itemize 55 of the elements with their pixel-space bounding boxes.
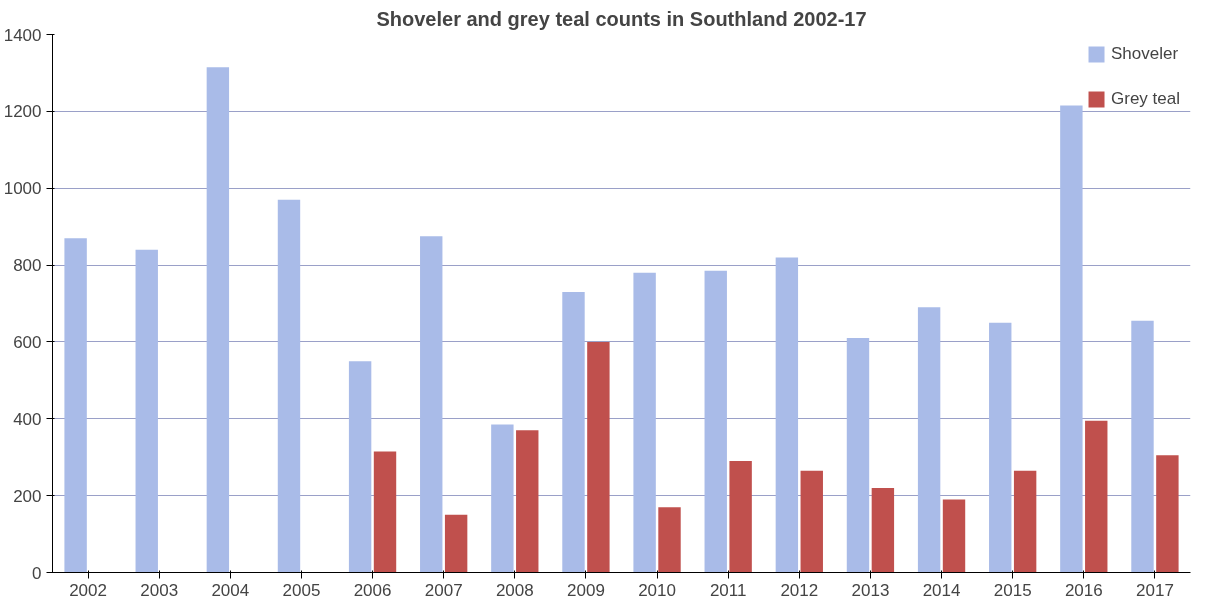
x-tick-label: 2009 xyxy=(567,580,605,600)
bar xyxy=(917,307,941,573)
bar xyxy=(1131,320,1154,573)
x-tick-label: 2010 xyxy=(638,580,676,600)
x-tick-label: 2007 xyxy=(424,580,463,600)
x-tick-label: 2017 xyxy=(1136,580,1174,600)
bar xyxy=(420,236,443,573)
bar xyxy=(373,451,397,573)
bar xyxy=(277,199,301,573)
bar xyxy=(729,461,752,573)
x-tick-label: 2015 xyxy=(993,580,1032,600)
bar xyxy=(135,249,158,573)
bar xyxy=(942,499,966,573)
bar xyxy=(64,238,87,573)
bar xyxy=(1060,105,1083,573)
y-tick-label: 1000 xyxy=(3,179,42,199)
bar xyxy=(800,470,823,573)
chart-title: Shoveler and grey teal counts in Southland 2002-17 xyxy=(376,7,867,30)
bar xyxy=(348,361,372,573)
bar xyxy=(491,424,514,573)
bar xyxy=(1013,470,1037,573)
bar xyxy=(704,270,727,573)
bar xyxy=(562,291,585,573)
x-tick-label: 2005 xyxy=(282,580,321,600)
bar xyxy=(846,338,870,573)
x-tick-label: 2014 xyxy=(922,580,961,600)
y-tick-label: 0 xyxy=(32,563,42,583)
x-tick-label: 2012 xyxy=(780,580,819,600)
y-tick-label: 200 xyxy=(13,486,42,506)
bar xyxy=(871,487,895,573)
bar xyxy=(989,322,1012,573)
x-tick-label: 2011 xyxy=(709,580,747,600)
bar xyxy=(633,272,656,573)
y-tick-label: 600 xyxy=(13,332,42,352)
x-tick-label: 2003 xyxy=(140,580,179,600)
legend-label: Grey teal xyxy=(1111,89,1180,109)
bar xyxy=(516,430,539,573)
bar xyxy=(206,67,230,573)
bar xyxy=(658,507,681,573)
legend-label: Shoveler xyxy=(1111,44,1179,64)
bar xyxy=(1085,420,1108,573)
y-tick-label: 1400 xyxy=(3,25,42,45)
y-tick-label: 800 xyxy=(13,256,42,276)
x-tick-label: 2016 xyxy=(1064,580,1103,600)
bar xyxy=(775,257,799,573)
x-tick-label: 2006 xyxy=(353,580,392,600)
y-tick-label: 1200 xyxy=(3,102,42,122)
y-tick-label: 400 xyxy=(13,409,42,429)
x-tick-label: 2004 xyxy=(211,580,250,600)
bar xyxy=(1156,455,1179,573)
bar xyxy=(587,341,610,573)
x-tick-label: 2013 xyxy=(851,580,890,600)
bar xyxy=(444,514,468,573)
x-tick-label: 2008 xyxy=(495,580,534,600)
x-tick-label: 2002 xyxy=(69,580,107,600)
